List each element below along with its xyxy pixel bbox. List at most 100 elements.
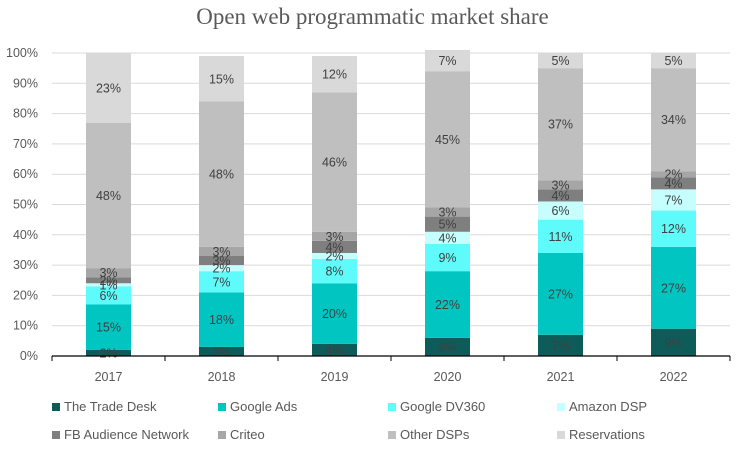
data-label: 4% bbox=[325, 240, 343, 254]
bar-segment bbox=[425, 231, 470, 244]
bar-segment bbox=[651, 177, 696, 190]
y-axis: 0% 10% 20% 30% 40% 50% 60% 70% 80% 90% 100% bbox=[6, 46, 38, 363]
chart-title: Open web programmatic market share bbox=[196, 4, 549, 29]
bar-segment bbox=[425, 337, 470, 356]
data-label: 9% bbox=[438, 251, 456, 265]
data-label: 23% bbox=[96, 81, 121, 95]
data-label: 11% bbox=[548, 230, 572, 244]
data-label: 12% bbox=[322, 68, 347, 82]
bar-segment bbox=[199, 346, 244, 356]
bar-segment bbox=[86, 304, 131, 350]
legend-label: Google DV360 bbox=[400, 399, 486, 414]
y-tick-label: 90% bbox=[13, 76, 38, 90]
bar-segment bbox=[199, 101, 244, 247]
bar-segment bbox=[312, 252, 357, 260]
bar-segment bbox=[538, 53, 583, 69]
bar-segment bbox=[425, 207, 470, 217]
legend-swatch bbox=[388, 430, 396, 439]
bars bbox=[86, 49, 696, 356]
bar-segment bbox=[538, 180, 583, 190]
bar-segment bbox=[86, 349, 131, 356]
bar-segment bbox=[312, 283, 357, 344]
bar-segment bbox=[425, 49, 470, 72]
y-tick-label: 0% bbox=[20, 349, 38, 363]
legend-label: Other DSPs bbox=[400, 427, 470, 442]
legend-item: Criteo bbox=[218, 427, 265, 442]
legend-item: The Trade Desk bbox=[52, 399, 157, 414]
bar-segment bbox=[651, 171, 696, 178]
y-tick-label: 70% bbox=[13, 137, 38, 151]
bar-segment bbox=[538, 252, 583, 335]
legend-item: Google DV360 bbox=[388, 399, 485, 414]
y-tick-label: 20% bbox=[13, 288, 38, 302]
legend-label: Amazon DSP bbox=[569, 399, 648, 414]
data-label: 7% bbox=[212, 275, 230, 289]
x-axis: 2017 2018 2019 2020 2021 2022 bbox=[51, 355, 731, 384]
data-label: 7% bbox=[551, 339, 569, 353]
bar-segment bbox=[651, 68, 696, 172]
bar-segment bbox=[199, 271, 244, 293]
legend-swatch bbox=[557, 402, 565, 411]
legend-item: Google Ads bbox=[218, 399, 297, 414]
data-label: 4% bbox=[664, 177, 682, 191]
y-tick-label: 100% bbox=[6, 46, 38, 60]
bar-segment bbox=[86, 122, 131, 269]
data-label: 2% bbox=[99, 274, 117, 288]
y-tick-label: 80% bbox=[13, 107, 38, 121]
data-label: 18% bbox=[209, 313, 234, 327]
bar-segment bbox=[312, 231, 357, 241]
bar-segment bbox=[86, 286, 131, 305]
data-label: 4% bbox=[438, 231, 456, 245]
bar-segment bbox=[312, 343, 357, 356]
data-label: 27% bbox=[661, 281, 686, 295]
legend: The Trade Desk Google Ads Google DV360 Amaz… bbox=[0, 396, 745, 452]
bar-segment bbox=[312, 240, 357, 253]
data-label: 9% bbox=[664, 336, 682, 350]
bar-segment bbox=[538, 68, 583, 181]
y-tick-label: 50% bbox=[13, 198, 38, 212]
bar-segment bbox=[86, 283, 131, 287]
data-label: 2% bbox=[325, 250, 343, 264]
data-label: 7% bbox=[664, 193, 682, 207]
bar-segment bbox=[538, 189, 583, 202]
data-label: 3% bbox=[99, 266, 117, 280]
legend-label: The Trade Desk bbox=[64, 399, 157, 414]
data-label: 37% bbox=[548, 118, 573, 132]
y-tick-label: 10% bbox=[13, 319, 38, 333]
bar-segment bbox=[651, 53, 696, 69]
legend-swatch bbox=[388, 402, 396, 411]
data-label: 6% bbox=[438, 340, 456, 354]
data-label: 5% bbox=[551, 54, 569, 68]
data-label: 4% bbox=[325, 343, 343, 357]
legend-label: FB Audience Network bbox=[64, 427, 190, 442]
data-label: 20% bbox=[322, 307, 347, 321]
legend-swatch bbox=[218, 430, 226, 439]
data-label: 3% bbox=[325, 230, 343, 244]
legend-label: Criteo bbox=[230, 427, 265, 442]
bar-segment bbox=[538, 201, 583, 220]
data-label: 48% bbox=[209, 168, 234, 182]
bar-segment bbox=[199, 292, 244, 347]
legend-label: Reservations bbox=[569, 427, 645, 442]
data-label: 6% bbox=[99, 289, 117, 303]
bar-segment bbox=[651, 210, 696, 247]
bar-segment bbox=[538, 334, 583, 356]
legend-swatch bbox=[218, 402, 226, 411]
data-label: 48% bbox=[96, 189, 121, 203]
data-label: 15% bbox=[209, 72, 234, 86]
data-label: 8% bbox=[325, 265, 343, 279]
bar-segment bbox=[651, 189, 696, 211]
data-label: 46% bbox=[322, 156, 347, 170]
x-tick-label: 2022 bbox=[660, 370, 688, 384]
bar-segment bbox=[199, 246, 244, 257]
data-label: 2% bbox=[212, 262, 230, 276]
data-label: 3% bbox=[212, 245, 230, 259]
legend-swatch bbox=[52, 402, 60, 411]
x-tick-label: 2021 bbox=[547, 370, 575, 384]
data-label: 5% bbox=[438, 218, 456, 232]
data-label: 3% bbox=[551, 178, 569, 192]
y-tick-label: 40% bbox=[13, 228, 38, 242]
bar-segment bbox=[425, 243, 470, 272]
bar-segment bbox=[86, 268, 131, 278]
